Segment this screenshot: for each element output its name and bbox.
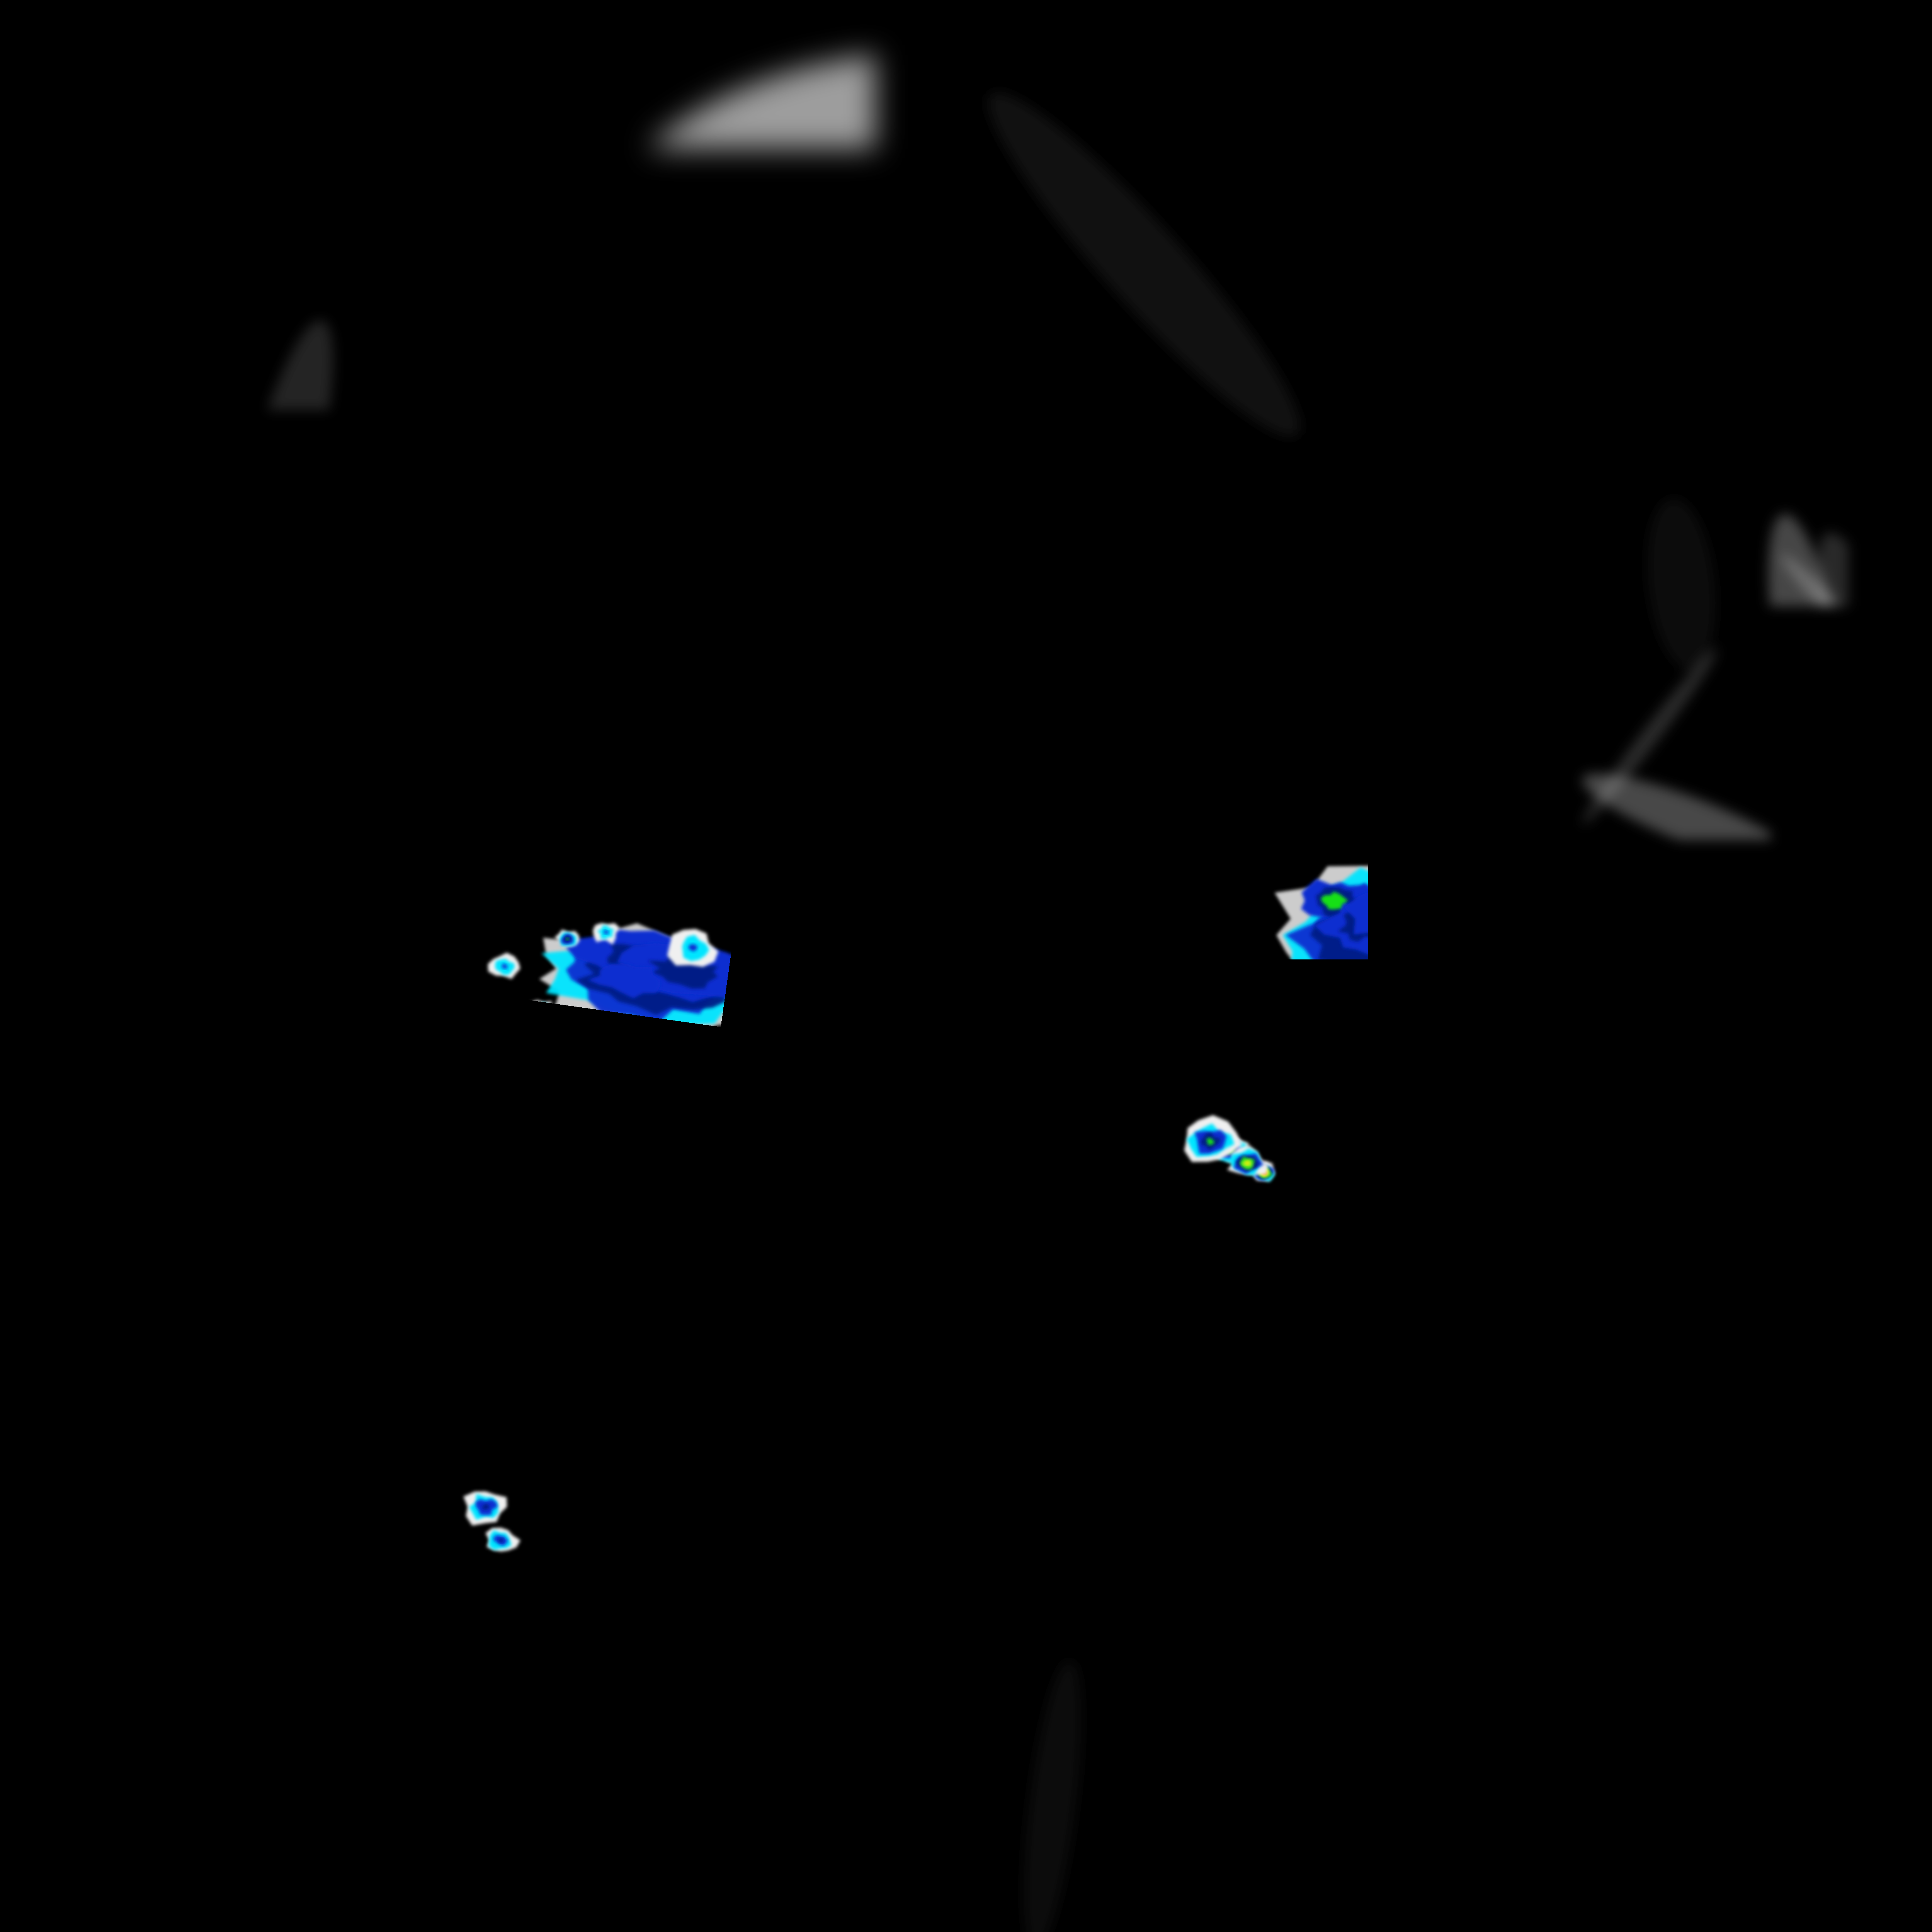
satellite-image-viewer: GOES-East Full Disk Infrared (Band 13) E… <box>0 0 1932 1932</box>
full-disk-svg <box>0 0 1932 1932</box>
